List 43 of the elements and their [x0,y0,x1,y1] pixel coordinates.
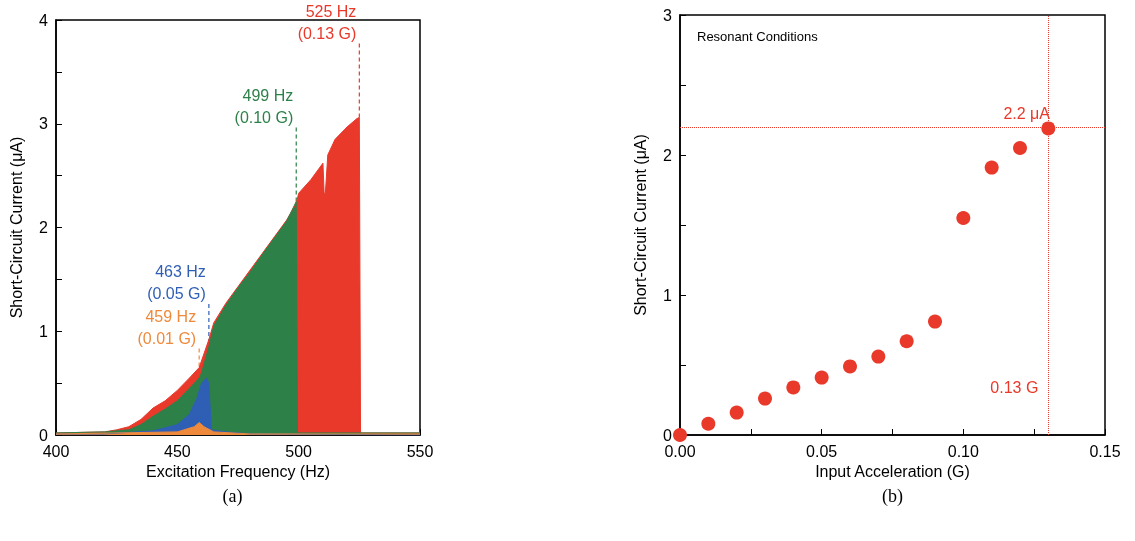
point [786,380,801,395]
point [1013,141,1027,155]
x-tick-label: 400 [42,442,70,460]
y-tick-label: 2 [39,219,49,236]
point [956,211,971,225]
y-tick-label: 1 [39,322,49,340]
point [758,391,772,406]
x-tick-label: 0.15 [1089,442,1121,460]
x-tick-label: 0.00 [664,442,696,460]
x-tick-label: 0.05 [806,442,838,460]
y-axis-title: Short-Circuit Current (μA) [7,136,25,319]
x-tick-label: 500 [285,442,313,460]
x-tick-label: 550 [406,442,434,460]
annotation: 499 Hz (0.10 G) [234,87,294,127]
annotation: 463 Hz (0.05 G) [147,263,206,303]
point [673,428,687,442]
ref-line-label: 0.13 G [990,378,1039,396]
y-tick-label: 0 [663,426,673,444]
point [984,160,999,175]
y-tick-label: 0 [39,426,49,444]
y-tick-label: 3 [39,115,49,133]
point [843,359,857,374]
y-tick-label: 2 [663,146,673,164]
text: (b) [882,486,903,507]
annotation: 525 Hz (0.13 G) [297,3,357,43]
point [928,314,942,329]
ref-line-label: 2.2 μA [1003,104,1051,122]
point [814,370,829,385]
point [701,416,716,431]
x-axis-title: Excitation Frequency (Hz) [145,463,331,481]
text: Resonant Conditions [697,29,819,44]
y-tick-label: 3 [663,6,673,24]
annotation: 459 Hz (0.01 G) [137,308,197,348]
x-tick-label: 450 [163,442,191,460]
y-tick-label: 4 [39,11,49,29]
text: (a) [222,486,243,507]
y-axis-title: Short-Circuit Current (μA) [631,134,649,316]
x-axis-title: Input Acceleration (G) [815,463,970,481]
point [899,334,914,349]
y-tick-label: 1 [663,286,673,304]
point [871,349,886,364]
point [729,405,744,420]
x-tick-label: 0.10 [947,442,980,460]
